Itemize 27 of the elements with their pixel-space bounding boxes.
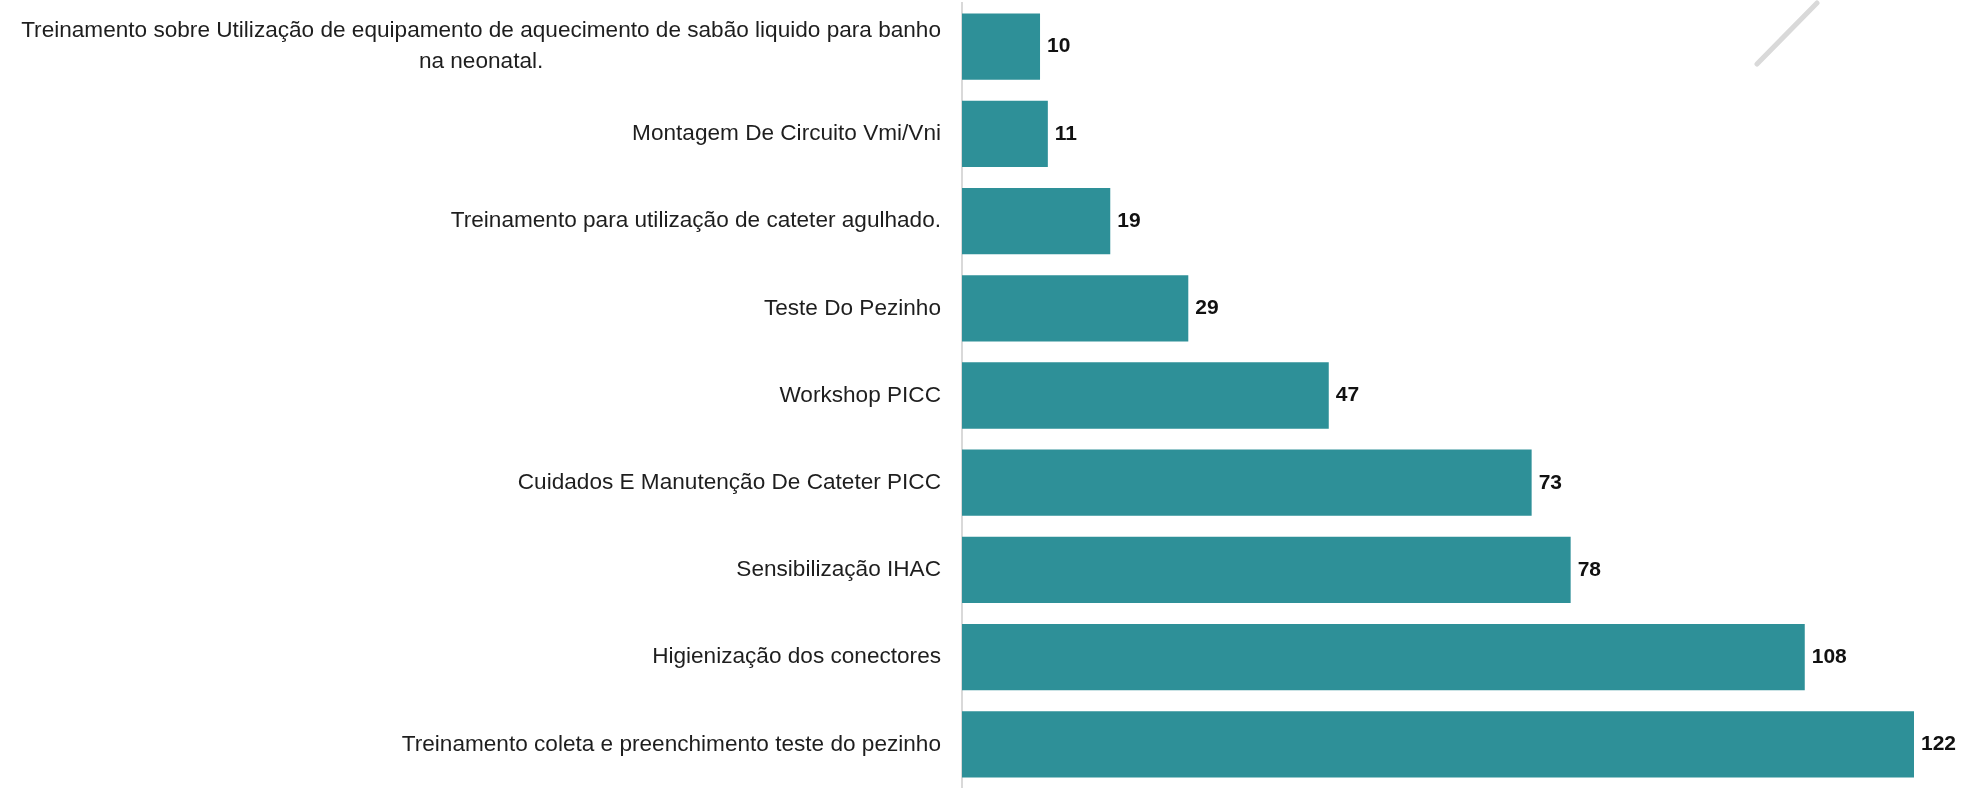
bar <box>962 624 1805 691</box>
data-label: 47 <box>1335 382 1360 406</box>
bar <box>962 275 1189 342</box>
y-tick-label: Treinamento sobre Utilização de equipamento de aquecimento de sabão liquido para banho na neonatal. <box>21 17 942 74</box>
y-tick-label: Montagem De Circuito Vmi/Vni <box>632 120 941 146</box>
data-label: 73 <box>1538 469 1562 493</box>
data-label: 122 <box>1921 731 1957 755</box>
y-tick-label: Treinamento para utilização de cateter agulhado. <box>450 207 942 233</box>
bar <box>962 536 1571 604</box>
data-label: 19 <box>1117 207 1141 231</box>
bar <box>962 187 1111 255</box>
y-tick-label: Teste Do Pezinho <box>763 294 941 320</box>
y-tick-label: Cuidados E Manutenção De Cateter PICC <box>517 468 941 494</box>
data-label: 29 <box>1195 295 1219 319</box>
bar <box>962 449 1532 516</box>
bar <box>962 13 1041 80</box>
data-label: 78 <box>1577 556 1602 580</box>
bar <box>962 362 1329 429</box>
y-tick-label: Higienização dos conectores <box>652 643 942 669</box>
data-label: 108 <box>1811 643 1848 667</box>
data-label: 10 <box>1047 33 1071 57</box>
y-tick-label: Treinamento coleta e preenchimento teste do pezinho <box>401 730 942 756</box>
bar <box>962 100 1048 167</box>
y-tick-label: Sensibilização IHAC <box>736 556 942 582</box>
data-label: 11 <box>1054 120 1078 144</box>
bar <box>962 711 1914 778</box>
y-tick-label: Workshop PICC <box>779 381 941 407</box>
